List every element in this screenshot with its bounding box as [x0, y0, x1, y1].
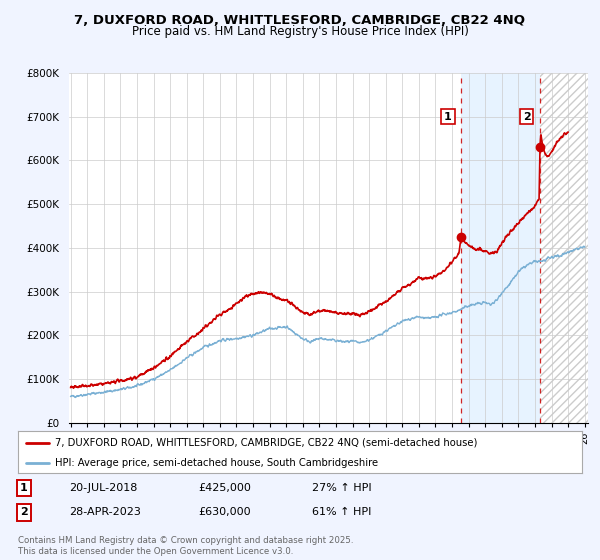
Text: Contains HM Land Registry data © Crown copyright and database right 2025.
This d: Contains HM Land Registry data © Crown c…: [18, 536, 353, 556]
Text: 28-APR-2023: 28-APR-2023: [69, 507, 141, 517]
Text: £630,000: £630,000: [198, 507, 251, 517]
Text: HPI: Average price, semi-detached house, South Cambridgeshire: HPI: Average price, semi-detached house,…: [55, 458, 378, 468]
Text: 2: 2: [20, 507, 28, 517]
Text: 61% ↑ HPI: 61% ↑ HPI: [312, 507, 371, 517]
Text: 2: 2: [523, 111, 530, 122]
Text: 27% ↑ HPI: 27% ↑ HPI: [312, 483, 371, 493]
Text: 7, DUXFORD ROAD, WHITTLESFORD, CAMBRIDGE, CB22 4NQ (semi-detached house): 7, DUXFORD ROAD, WHITTLESFORD, CAMBRIDGE…: [55, 438, 477, 448]
Text: £425,000: £425,000: [198, 483, 251, 493]
Text: 1: 1: [20, 483, 28, 493]
Bar: [461, 73, 540, 423]
Text: 20-JUL-2018: 20-JUL-2018: [69, 483, 137, 493]
Text: 1: 1: [444, 111, 452, 122]
Text: Price paid vs. HM Land Registry's House Price Index (HPI): Price paid vs. HM Land Registry's House …: [131, 25, 469, 38]
Bar: [540, 73, 590, 423]
Text: 7, DUXFORD ROAD, WHITTLESFORD, CAMBRIDGE, CB22 4NQ: 7, DUXFORD ROAD, WHITTLESFORD, CAMBRIDGE…: [74, 14, 526, 27]
